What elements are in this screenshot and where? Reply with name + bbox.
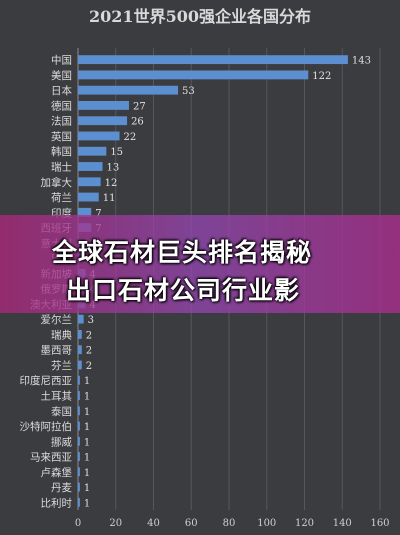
value-label-22: 1: [84, 392, 90, 403]
value-label-28: 1: [84, 483, 90, 494]
category-label-24: 沙特阿拉伯: [20, 420, 73, 433]
bar-29: [78, 497, 80, 507]
x-tick-label-3: 60: [185, 518, 198, 529]
bar-25: [78, 436, 80, 446]
bar-8: [78, 177, 101, 187]
value-label-2: 53: [182, 86, 195, 97]
bar-28: [78, 482, 80, 492]
banner-headline: 全球石材巨头排名揭秘: [52, 238, 313, 267]
bar-22: [78, 391, 80, 400]
bar-24: [78, 421, 80, 431]
category-label-21: 印度尼西亚: [20, 374, 73, 387]
category-label-1: 美国: [51, 69, 72, 82]
bar-26: [78, 452, 80, 461]
category-label-5: 英国: [51, 130, 72, 143]
value-label-1: 122: [312, 71, 331, 82]
category-label-20: 芬兰: [51, 359, 72, 372]
category-label-27: 卢森堡: [41, 466, 73, 479]
bar-7: [78, 162, 103, 171]
bar-1: [78, 70, 309, 80]
bar-17: [78, 314, 84, 324]
value-label-0: 143: [352, 56, 371, 67]
bar-6: [78, 146, 107, 156]
bar-0: [78, 55, 348, 65]
bar-4: [78, 116, 128, 126]
value-label-21: 1: [84, 376, 90, 387]
bar-21: [78, 375, 80, 385]
category-label-2: 日本: [51, 84, 72, 97]
x-tick-label-7: 140: [333, 518, 352, 529]
category-label-8: 加拿大: [41, 176, 73, 189]
bars: [78, 55, 348, 507]
bar-20: [78, 360, 82, 370]
category-label-6: 韩国: [51, 145, 72, 158]
category-label-4: 法国: [51, 115, 72, 128]
value-label-4: 26: [131, 117, 144, 128]
x-tick-label-0: 0: [75, 518, 81, 529]
value-label-19: 2: [86, 346, 92, 357]
bar-3: [78, 101, 129, 110]
value-label-18: 2: [86, 330, 92, 341]
value-label-27: 1: [84, 468, 90, 479]
bar-18: [78, 330, 82, 339]
category-label-17: 爱尔兰: [41, 313, 73, 326]
category-label-25: 挪威: [51, 435, 72, 448]
value-label-7: 13: [107, 163, 120, 174]
category-label-3: 德国: [51, 99, 72, 112]
value-label-29: 1: [84, 498, 90, 509]
value-label-9: 11: [103, 193, 116, 204]
x-tick-label-8: 160: [370, 518, 389, 529]
value-label-20: 2: [86, 361, 92, 372]
value-label-5: 22: [124, 132, 137, 143]
bar-19: [78, 345, 82, 355]
category-label-0: 中国: [51, 54, 72, 67]
value-label-26: 1: [84, 453, 90, 464]
chart-title: 2021世界500强企业各国分布: [89, 7, 311, 26]
bar-23: [78, 406, 80, 416]
banner-subheadline: 出口石材公司行业影: [66, 276, 301, 305]
bar-27: [78, 467, 80, 477]
bar-2: [78, 85, 179, 95]
value-label-24: 1: [84, 422, 90, 433]
bar-5: [78, 131, 120, 141]
category-label-23: 泰国: [51, 405, 72, 418]
value-label-8: 12: [105, 178, 118, 189]
category-label-7: 瑞士: [51, 161, 72, 174]
category-label-18: 瑞典: [51, 328, 72, 341]
category-label-26: 马来西亚: [30, 452, 72, 464]
category-label-29: 比利时: [41, 496, 73, 509]
x-tick-label-1: 20: [109, 518, 122, 529]
category-label-9: 荷兰: [51, 191, 72, 204]
category-label-28: 丹麦: [51, 482, 72, 494]
x-tick-label-6: 120: [295, 518, 314, 529]
value-label-6: 15: [110, 147, 123, 158]
x-axis-ticks: 0 20 40 60 80 100 120 140 160: [75, 518, 390, 529]
value-label-10: 7: [95, 208, 101, 219]
category-label-22: 土耳其: [41, 390, 73, 403]
category-label-19: 墨西哥: [41, 345, 73, 357]
value-label-23: 1: [84, 407, 90, 418]
bar-9: [78, 192, 99, 202]
value-label-25: 1: [84, 437, 90, 448]
x-tick-label-4: 80: [223, 518, 236, 529]
x-tick-label-5: 100: [257, 518, 276, 529]
overlay-banner: 全球石材巨头排名揭秘 出口石材公司行业影: [0, 215, 400, 313]
bar-10: [78, 207, 92, 217]
value-label-3: 27: [133, 101, 146, 112]
value-label-17: 3: [88, 315, 94, 326]
x-tick-label-2: 40: [147, 518, 160, 529]
